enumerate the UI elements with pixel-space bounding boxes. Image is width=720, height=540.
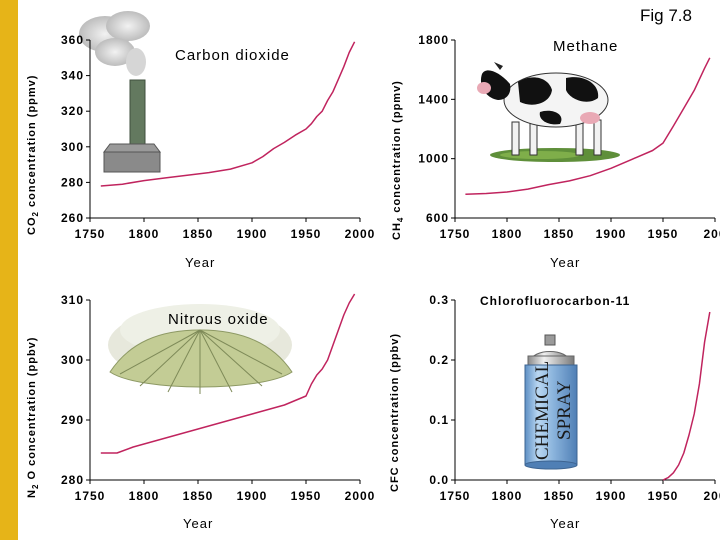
x-tick-label: 1950	[291, 227, 322, 241]
x-tick-label: 1750	[75, 227, 106, 241]
x-axis-label: Year	[550, 255, 580, 270]
series-line	[662, 311, 711, 481]
x-tick-label: 1750	[440, 227, 471, 241]
y-tick-label: 300	[61, 353, 84, 367]
soil-tent-icon	[108, 304, 293, 394]
chart-title: Nitrous oxide	[168, 311, 269, 328]
y-axis-label: CFC concentration (ppbv)	[389, 333, 401, 492]
x-tick-label: 1850	[544, 227, 575, 241]
x-tick-label: 2000	[345, 489, 376, 503]
cfc-chart: Chlorofluorocarbon-11 CFC concentration …	[389, 293, 720, 531]
x-tick-label: 1900	[596, 227, 627, 241]
figure-label: Fig 7.8	[640, 6, 692, 25]
can-label-line-2: SPRAY	[554, 380, 575, 440]
y-tick-label: 0.3	[429, 293, 449, 307]
x-tick-label: 1800	[492, 489, 523, 503]
y-axis-label: N2 O concentration (ppbv)	[26, 337, 40, 498]
co2-chart: Carbon dioxide CO2 concentration (ppmv) …	[26, 33, 376, 270]
y-axis-label: CH4 concentration (ppmv)	[391, 80, 405, 240]
cow-icon	[477, 62, 620, 162]
y-tick-label: 290	[61, 413, 84, 427]
x-axis-label: Year	[550, 516, 580, 531]
y-tick-label: 260	[61, 211, 84, 225]
x-tick-label: 1950	[648, 489, 679, 503]
y-tick-label: 310	[61, 293, 84, 307]
x-tick-label: 1900	[237, 227, 268, 241]
x-tick-label: 1950	[291, 489, 322, 503]
x-tick-label: 1800	[492, 227, 523, 241]
x-tick-label: 1850	[183, 489, 214, 503]
series-line	[100, 293, 356, 454]
x-tick-label: 200	[703, 489, 720, 503]
spray-can-icon: CHEMICAL SPRAY	[524, 334, 578, 470]
x-tick-label: 1750	[440, 489, 471, 503]
y-tick-label: 0.1	[429, 413, 449, 427]
y-tick-label: 280	[61, 473, 84, 487]
x-tick-label: 1850	[544, 489, 575, 503]
can-label-line-1: CHEMICAL	[532, 361, 553, 460]
x-tick-label: 1900	[237, 489, 268, 503]
y-tick-label: 0.2	[429, 353, 449, 367]
y-tick-label: 0.0	[429, 473, 449, 487]
x-axis-label: Year	[185, 255, 215, 270]
y-tick-label: 1400	[418, 92, 449, 106]
y-tick-label: 280	[61, 175, 84, 189]
x-tick-label: 1850	[183, 227, 214, 241]
x-tick-label: 1950	[648, 227, 679, 241]
x-tick-label: 1750	[75, 489, 106, 503]
y-tick-label: 600	[426, 211, 449, 225]
x-tick-label: 1900	[596, 489, 627, 503]
y-tick-label: 1800	[418, 33, 449, 47]
y-tick-label: 340	[61, 69, 84, 83]
y-tick-label: 300	[61, 140, 84, 154]
x-tick-label: 2000	[345, 227, 376, 241]
n2o-chart: Nitrous oxide N2 O concentration (ppbv) …	[26, 293, 376, 531]
x-tick-label: 200	[703, 227, 720, 241]
x-axis-label: Year	[183, 516, 213, 531]
y-tick-label: 360	[61, 33, 84, 47]
x-tick-label: 1800	[129, 489, 160, 503]
x-tick-label: 1800	[129, 227, 160, 241]
methane-chart: Methane CH4 concentration (ppmv) Year 60…	[391, 33, 720, 270]
series-line	[100, 41, 356, 187]
chart-title: Carbon dioxide	[175, 47, 290, 64]
y-tick-label: 320	[61, 104, 84, 118]
smokestack-icon	[79, 11, 161, 173]
series-line	[465, 57, 711, 196]
chart-title: Chlorofluorocarbon-11	[480, 294, 630, 308]
sidebar-bar	[0, 0, 18, 540]
chart-title: Methane	[553, 38, 618, 55]
y-tick-label: 1000	[418, 152, 449, 166]
y-axis-label: CO2 concentration (ppmv)	[26, 75, 40, 235]
